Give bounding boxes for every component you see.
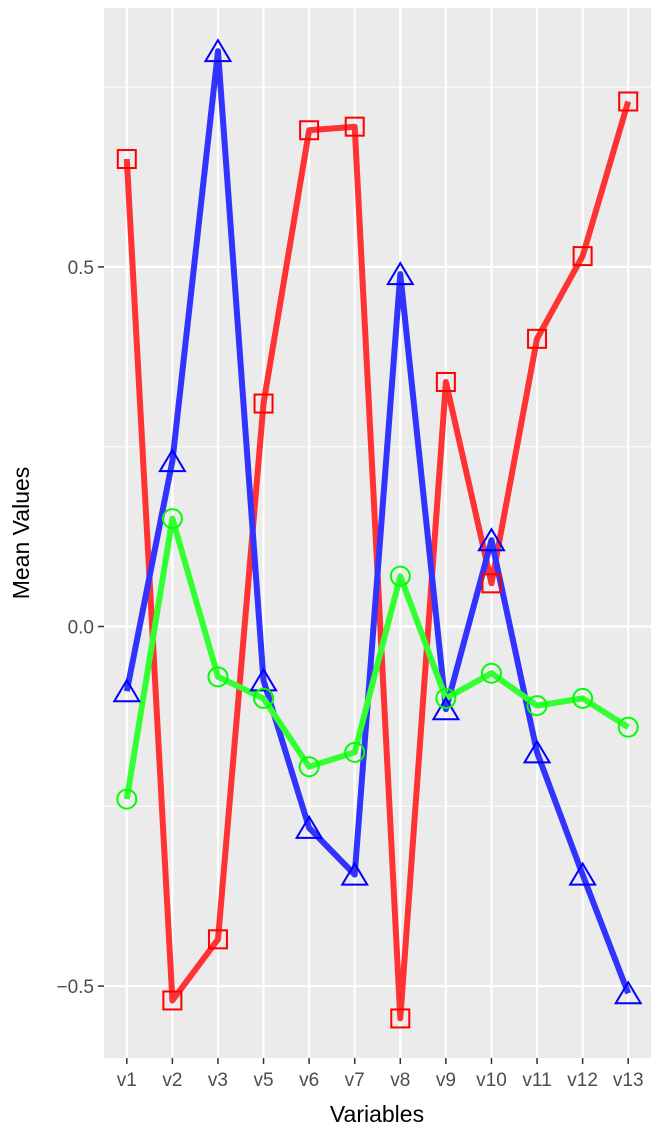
series-layer — [112, 38, 643, 1029]
data-point-square — [435, 371, 456, 392]
y-axis-ticks: −0.5 0.0 0.5 — [56, 258, 104, 998]
data-point-triangle — [522, 739, 552, 764]
data-point-square — [162, 990, 183, 1011]
data-point-circle — [116, 788, 138, 810]
data-point-circle — [572, 687, 594, 709]
data-point-square — [253, 393, 274, 414]
x-tick-label: v12 — [567, 1070, 598, 1091]
y-axis-title: Mean Values — [8, 467, 34, 600]
data-point-triangle — [431, 696, 461, 721]
x-tick-label: v7 — [345, 1070, 365, 1091]
data-point-triangle — [340, 861, 369, 886]
data-point-triangle — [203, 38, 233, 63]
data-point-square — [116, 149, 137, 170]
data-point-square — [481, 573, 502, 594]
data-point-triangle — [613, 980, 643, 1005]
data-point-square — [572, 246, 593, 267]
x-tick-label: v1 — [117, 1070, 137, 1091]
x-tick-label: v10 — [476, 1070, 507, 1091]
data-point-triangle — [294, 814, 324, 839]
data-point-triangle — [477, 527, 506, 552]
x-axis-ticks: v1 v2 v3 v5 v6 v7 v8 v9 v10 v11 v12 v13 — [117, 1058, 644, 1091]
data-point-triangle — [158, 448, 187, 473]
data-point-square — [299, 120, 320, 141]
series-line-3 — [123, 515, 630, 800]
x-axis-title: Variables — [330, 1101, 424, 1127]
data-point-triangle — [112, 678, 142, 703]
data-point-circle — [435, 687, 457, 709]
data-point-circle — [526, 695, 548, 717]
data-point-triangle — [249, 667, 278, 692]
y-tick-label: 0.5 — [68, 258, 94, 279]
grid-lines — [104, 8, 651, 1058]
y-tick-label: −0.5 — [56, 977, 94, 998]
x-tick-label: v5 — [254, 1070, 274, 1091]
data-point-circle — [617, 716, 639, 738]
data-point-circle — [389, 565, 411, 587]
data-point-triangle — [568, 861, 597, 886]
x-tick-label: v2 — [162, 1070, 182, 1091]
x-tick-label: v3 — [208, 1070, 228, 1091]
data-point-circle — [161, 508, 183, 530]
series-line-2 — [123, 48, 632, 995]
x-tick-label: v13 — [613, 1070, 644, 1091]
x-tick-label: v6 — [299, 1070, 319, 1091]
data-point-square — [344, 116, 365, 137]
x-tick-label: v9 — [436, 1070, 456, 1091]
y-tick-label: 0.0 — [68, 617, 94, 638]
data-point-square — [527, 328, 548, 349]
data-point-circle — [344, 741, 366, 763]
x-tick-label: v11 — [522, 1070, 551, 1091]
data-point-square — [207, 929, 228, 950]
data-point-square — [618, 91, 639, 112]
data-point-circle — [480, 662, 502, 684]
data-point-circle — [298, 756, 320, 778]
data-point-circle — [253, 687, 275, 709]
data-point-circle — [207, 666, 229, 688]
data-point-square — [390, 1008, 411, 1029]
data-point-triangle — [386, 261, 415, 286]
x-tick-label: v8 — [390, 1070, 410, 1091]
